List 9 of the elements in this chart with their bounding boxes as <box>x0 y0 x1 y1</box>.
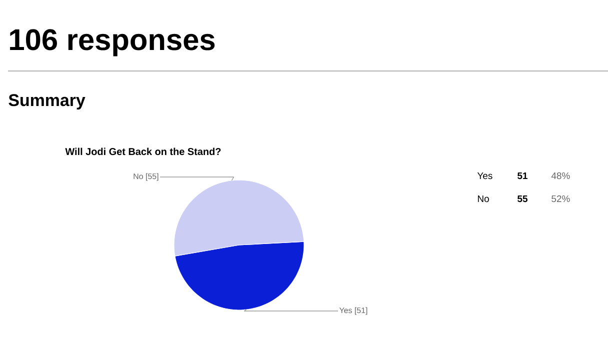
text: 51 <box>518 172 528 180</box>
text: 52% <box>552 195 570 202</box>
text: 48% <box>551 172 570 180</box>
chart-title: Will Jodi Get Back on the Stand? <box>65 148 221 156</box>
text: 55 <box>518 195 528 202</box>
text: Yes <box>477 172 492 180</box>
text: Summary <box>8 94 86 110</box>
text: No <box>478 195 489 202</box>
text: 106 responses <box>10 29 215 56</box>
